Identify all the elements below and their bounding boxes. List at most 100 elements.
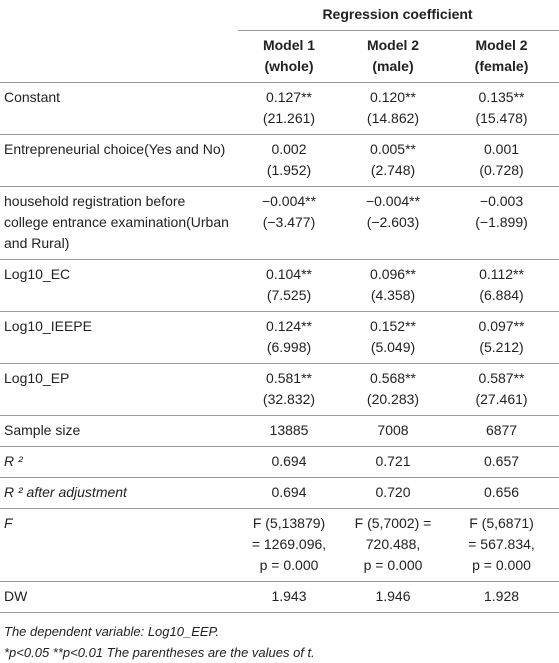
- column-header-line: Model 2: [366, 37, 420, 53]
- cell: −0.004** (−3.477): [238, 186, 342, 260]
- cell-line: p = 0.000: [363, 557, 423, 573]
- row-label: R ²: [0, 446, 238, 478]
- column-header-line: (male): [372, 58, 414, 74]
- cell-line: (−3.477): [262, 214, 316, 230]
- cell: −0.004** (−2.603): [342, 186, 446, 260]
- cell: 0.005** (2.748): [342, 134, 446, 187]
- cell: F (5,7002) = 720.488, p = 0.000: [342, 508, 446, 582]
- cell: 1.928: [446, 581, 559, 613]
- table-row: R ² 0.694 0.721 0.657: [0, 446, 559, 478]
- footnotes: The dependent variable: Log10_EEP. *p<0.0…: [0, 613, 559, 663]
- row-label: R ² after adjustment: [0, 477, 238, 509]
- cell-line: 0.135**: [478, 89, 525, 105]
- cell: 0.120** (14.862): [342, 82, 446, 135]
- cell: 0.694: [238, 446, 342, 478]
- cell-line: (0.728): [479, 162, 524, 178]
- row-label: F: [0, 508, 238, 582]
- regression-table: Regression coefficient Model 1 (whole) Mode…: [0, 0, 559, 613]
- cell: 0.720: [342, 477, 446, 509]
- cell-line: 13885: [269, 422, 309, 438]
- cell-line: (−1.899): [475, 214, 528, 230]
- cell-line: 0.152**: [370, 318, 416, 334]
- group-header: Regression coefficient: [238, 0, 559, 31]
- cell: 0.587** (27.461): [446, 363, 559, 416]
- cell: 0.096** (4.358): [342, 259, 446, 312]
- row-label: DW: [0, 581, 238, 613]
- table-row: Entrepreneurial choice(Yes and No) 0.002 (…: [0, 134, 559, 187]
- table-row: Log10_EC 0.104** (7.525) 0.096** (4.358) 0.11…: [0, 259, 559, 312]
- cell: 0.124** (6.998): [238, 311, 342, 364]
- column-header-line: (whole): [264, 58, 314, 74]
- cell-line: −0.004**: [365, 193, 421, 209]
- cell-line: 1.943: [271, 588, 307, 604]
- cell-line: 6877: [485, 422, 518, 438]
- cell-line: −0.003: [479, 193, 524, 209]
- group-header-text: Regression coefficient: [322, 6, 473, 22]
- cell-line: F (5,13879): [252, 515, 326, 531]
- cell-line: 0.112**: [479, 266, 524, 282]
- cell-line: p = 0.000: [259, 557, 319, 573]
- column-header: Model 2 (male): [342, 30, 446, 83]
- cell-line: (5.212): [479, 339, 524, 355]
- cell-line: 0.096**: [370, 266, 416, 282]
- cell-line: 0.097**: [478, 318, 525, 334]
- cell: 1.943: [238, 581, 342, 613]
- cell-line: (−2.603): [366, 214, 420, 230]
- cell: 0.568** (20.283): [342, 363, 446, 416]
- cell-line: F (5,6871): [469, 515, 534, 531]
- cell-line: (21.261): [262, 110, 316, 126]
- table-row: Constant 0.127** (21.261) 0.120** (14.862) 0.…: [0, 82, 559, 135]
- cell-line: F (5,7002) =: [354, 515, 432, 531]
- footnote: The dependent variable: Log10_EEP.: [4, 624, 220, 639]
- cell: 0.152** (5.049): [342, 311, 446, 364]
- cell-line: 0.104**: [266, 266, 312, 282]
- cell: F (5,13879) = 1269.096, p = 0.000: [238, 508, 342, 582]
- table-row: household registration before college en…: [0, 186, 559, 260]
- cell-line: 0.568**: [370, 370, 416, 386]
- cell-line: 0.721: [375, 453, 411, 469]
- empty-cell: [0, 30, 238, 83]
- cell-line: 0.694: [271, 484, 307, 500]
- cell-line: = 567.834,: [468, 536, 535, 552]
- row-label: Log10_EC: [0, 259, 238, 312]
- cell: 0.127** (21.261): [238, 82, 342, 135]
- cell-line: 0.002: [271, 141, 307, 157]
- row-label: Log10_IEEPE: [0, 311, 238, 364]
- cell-line: 0.120**: [370, 89, 416, 105]
- cell: 0.581** (32.832): [238, 363, 342, 416]
- cell-line: 0.124**: [266, 318, 312, 334]
- cell-line: (27.461): [475, 391, 528, 407]
- cell-line: (20.283): [366, 391, 420, 407]
- row-label: Constant: [0, 82, 238, 135]
- cell-line: 0.001: [483, 141, 520, 157]
- cell-line: (4.358): [370, 287, 416, 303]
- cell: 0.002 (1.952): [238, 134, 342, 187]
- cell-line: 0.657: [483, 453, 520, 469]
- cell-line: (15.478): [475, 110, 528, 126]
- cell-line: = 1269.096,: [251, 536, 327, 552]
- table-row: R ² after adjustment 0.694 0.720 0.656: [0, 477, 559, 509]
- cell-line: 0.694: [271, 453, 307, 469]
- cell-line: (2.748): [370, 162, 416, 178]
- cell-line: 0.587**: [478, 370, 525, 386]
- table-row: Sample size 13885 7008 6877: [0, 415, 559, 447]
- cell: 0.721: [342, 446, 446, 478]
- cell-line: (14.862): [366, 110, 420, 126]
- cell-line: p = 0.000: [472, 557, 531, 573]
- table-row: Log10_IEEPE 0.124** (6.998) 0.152** (5.049) 0…: [0, 311, 559, 364]
- column-header-line: Model 1: [262, 37, 316, 53]
- table-row: Log10_EP 0.581** (32.832) 0.568** (20.283) 0.…: [0, 363, 559, 416]
- cell-line: (5.049): [370, 339, 416, 355]
- cell-line: 1.946: [375, 588, 411, 604]
- cell-line: (6.884): [479, 287, 524, 303]
- cell-line: (6.998): [266, 339, 312, 355]
- cell-line: (1.952): [266, 162, 312, 178]
- cell: 0.104** (7.525): [238, 259, 342, 312]
- footnote: *p<0.05 **p<0.01 The parentheses are the…: [4, 645, 315, 660]
- row-label: household registration before college en…: [0, 186, 238, 260]
- cell: 0.097** (5.212): [446, 311, 559, 364]
- cell-line: 1.928: [483, 588, 520, 604]
- column-header-line: (female): [474, 58, 529, 74]
- header-row: Regression coefficient: [0, 0, 559, 31]
